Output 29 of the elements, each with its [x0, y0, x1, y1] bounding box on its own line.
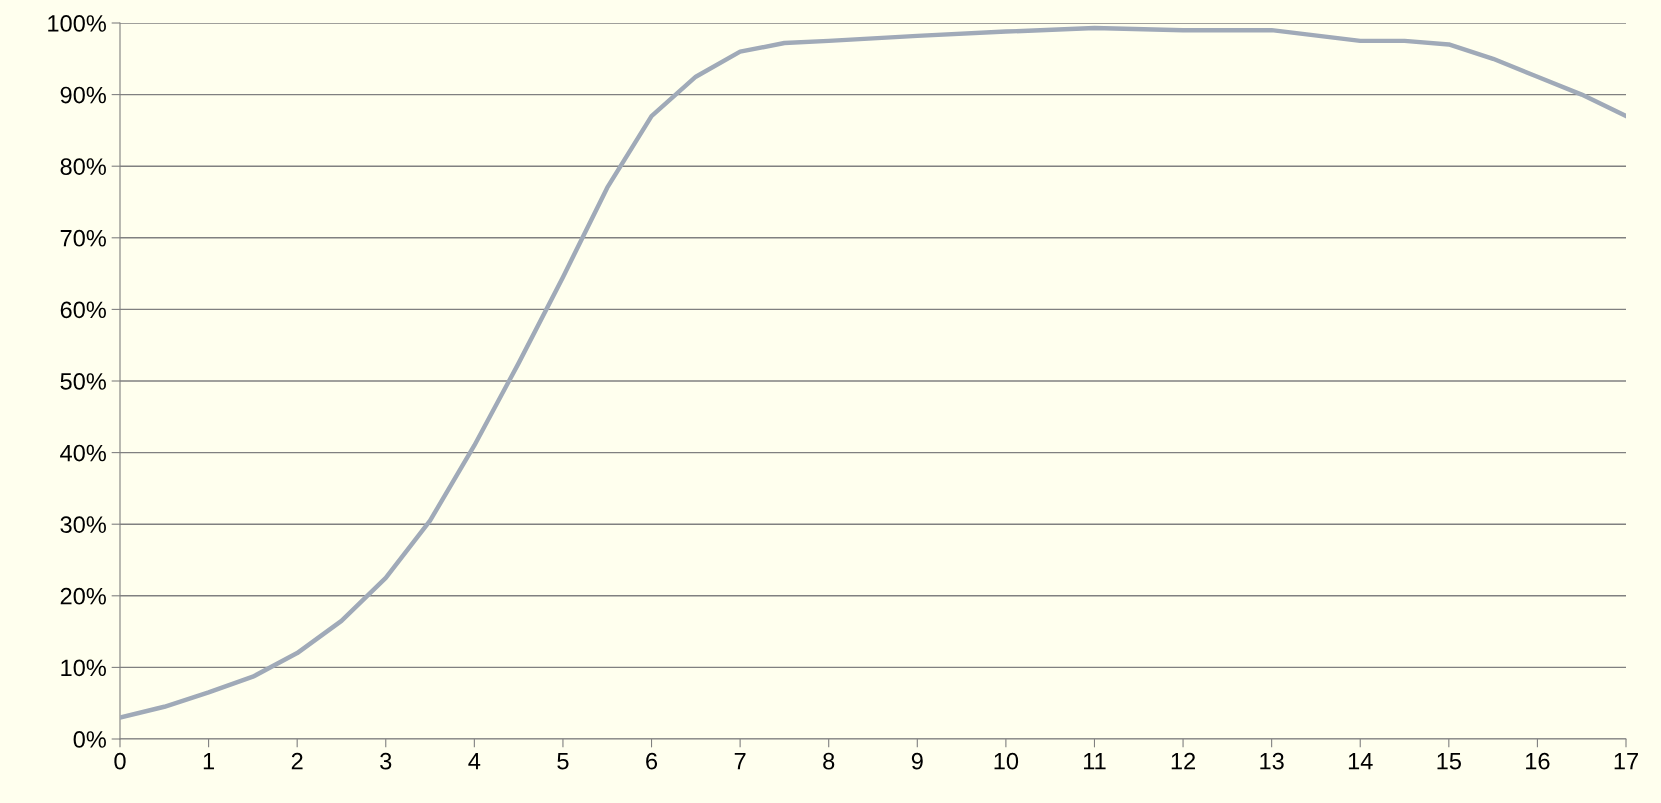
y-tick-label: 0%: [73, 731, 106, 748]
y-tick-label: 80%: [60, 158, 106, 175]
x-tick-label: 17: [1614, 753, 1638, 770]
x-tick-label: 4: [468, 753, 481, 770]
x-tick-label: 13: [1260, 752, 1284, 770]
x-tick-label: 2: [291, 752, 303, 770]
x-tick-label: 8: [823, 752, 835, 770]
y-tick-label: 100%: [48, 15, 106, 32]
y-tick-label: 70%: [60, 229, 106, 247]
x-tick-label: 6: [646, 752, 658, 770]
y-tick-label: 10%: [61, 659, 106, 677]
y-tick-label: 50%: [60, 373, 106, 390]
x-tick-label: 12: [1171, 752, 1196, 770]
x-tick-label: 3: [380, 752, 392, 770]
y-tick-label: 40%: [60, 444, 106, 462]
y-tick-label: 90%: [60, 86, 106, 104]
x-tick-label: 16: [1526, 752, 1550, 770]
x-tick-label: 11: [1084, 753, 1106, 770]
x-tick-label: 0: [114, 752, 126, 770]
y-tick-label: 20%: [60, 587, 106, 605]
x-tick-label: 15: [1437, 753, 1461, 770]
x-tick-label: 7: [734, 753, 746, 770]
x-tick-label: 1: [203, 753, 214, 770]
x-tick-label: 5: [557, 753, 569, 770]
x-tick-label: 10: [994, 752, 1019, 770]
x-tick-label: 9: [911, 752, 923, 770]
y-tick-label: 30%: [60, 516, 106, 533]
y-tick-label: 60%: [60, 301, 106, 319]
x-tick-label: 14: [1348, 753, 1373, 770]
